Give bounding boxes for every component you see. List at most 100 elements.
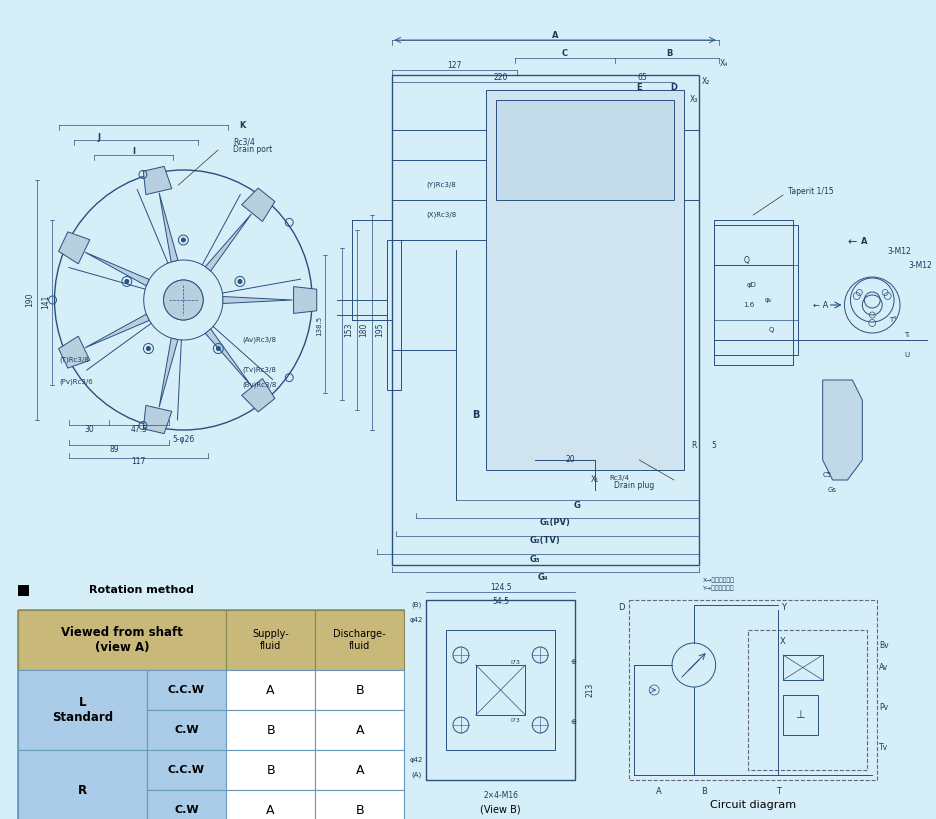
Text: C5: C5 bbox=[823, 472, 832, 478]
Bar bbox=[783, 695, 818, 735]
Text: φ42: φ42 bbox=[410, 757, 423, 763]
Text: φ42: φ42 bbox=[410, 617, 423, 623]
Text: Viewed from shaft
(view A): Viewed from shaft (view A) bbox=[61, 626, 183, 654]
Text: 180: 180 bbox=[359, 323, 368, 337]
Bar bbox=[475, 665, 525, 715]
Text: ⊥: ⊥ bbox=[795, 710, 805, 720]
Text: I: I bbox=[132, 147, 136, 156]
Bar bbox=[486, 90, 684, 470]
Polygon shape bbox=[85, 314, 149, 348]
Bar bbox=[783, 655, 823, 680]
Polygon shape bbox=[205, 214, 252, 271]
Text: φD: φD bbox=[746, 282, 756, 288]
Polygon shape bbox=[59, 336, 90, 368]
Text: D: D bbox=[618, 604, 624, 613]
Text: 20: 20 bbox=[565, 455, 575, 464]
Text: U: U bbox=[904, 352, 910, 358]
Circle shape bbox=[182, 238, 185, 242]
Text: 5-φ26: 5-φ26 bbox=[172, 436, 195, 445]
Bar bbox=[18, 610, 404, 819]
Polygon shape bbox=[143, 405, 172, 433]
Text: G₃: G₃ bbox=[530, 554, 540, 563]
Text: X₃: X₃ bbox=[690, 96, 698, 105]
Text: T³: T³ bbox=[888, 317, 896, 323]
Text: 124.5: 124.5 bbox=[490, 583, 511, 592]
Text: E: E bbox=[636, 84, 642, 93]
Text: R: R bbox=[691, 441, 696, 450]
Text: 127: 127 bbox=[446, 61, 461, 70]
Polygon shape bbox=[59, 232, 90, 264]
Bar bbox=[18, 670, 147, 750]
Circle shape bbox=[124, 279, 129, 283]
Text: (A): (A) bbox=[411, 771, 421, 778]
Text: ←: ← bbox=[848, 237, 857, 247]
Text: ← A: ← A bbox=[813, 301, 828, 310]
Bar bbox=[226, 750, 315, 790]
Bar bbox=[147, 750, 226, 790]
Text: B: B bbox=[356, 803, 364, 817]
Polygon shape bbox=[159, 192, 178, 262]
Text: Tv: Tv bbox=[879, 744, 888, 753]
Text: 3-M12: 3-M12 bbox=[887, 247, 911, 256]
Bar bbox=[315, 790, 404, 819]
Text: 220: 220 bbox=[493, 73, 507, 82]
Text: A: A bbox=[861, 238, 868, 247]
Bar bbox=[18, 750, 147, 819]
Text: A: A bbox=[267, 803, 275, 817]
Text: 47.5: 47.5 bbox=[130, 426, 147, 435]
Text: R: R bbox=[78, 784, 87, 797]
Text: ⊕: ⊕ bbox=[570, 659, 576, 665]
Text: G₁(PV): G₁(PV) bbox=[540, 518, 571, 527]
Text: Circuit diagram: Circuit diagram bbox=[710, 800, 797, 810]
Text: X₁: X₁ bbox=[591, 476, 599, 485]
Bar bbox=[387, 240, 402, 390]
Text: Rc3/4: Rc3/4 bbox=[609, 475, 629, 481]
Text: (Bv)Rc3/8: (Bv)Rc3/8 bbox=[242, 382, 277, 388]
Text: X₂: X₂ bbox=[702, 78, 709, 87]
Bar bbox=[226, 610, 315, 670]
Text: 153: 153 bbox=[344, 323, 354, 337]
Text: A: A bbox=[552, 30, 558, 39]
Text: A: A bbox=[356, 723, 364, 736]
Text: Rotation method: Rotation method bbox=[89, 585, 194, 595]
Text: A: A bbox=[267, 684, 275, 696]
Bar bbox=[315, 670, 404, 710]
Circle shape bbox=[146, 346, 151, 351]
Text: J: J bbox=[97, 133, 100, 142]
Text: C.W: C.W bbox=[174, 725, 198, 735]
Text: B: B bbox=[356, 684, 364, 696]
Text: G: G bbox=[574, 500, 580, 509]
Text: 54.5: 54.5 bbox=[492, 598, 509, 607]
Text: L
Standard: L Standard bbox=[51, 696, 113, 724]
Text: G₂(TV): G₂(TV) bbox=[530, 536, 561, 545]
Text: φ₀: φ₀ bbox=[765, 297, 772, 303]
Bar bbox=[147, 790, 226, 819]
Text: B: B bbox=[266, 763, 275, 776]
Circle shape bbox=[216, 346, 220, 351]
Circle shape bbox=[238, 279, 241, 283]
Polygon shape bbox=[159, 338, 178, 407]
Text: C.C.W: C.C.W bbox=[168, 685, 205, 695]
Bar bbox=[391, 75, 699, 565]
Bar bbox=[629, 600, 877, 780]
Text: 1.6: 1.6 bbox=[743, 302, 754, 308]
Text: 141: 141 bbox=[41, 295, 51, 310]
Bar bbox=[147, 670, 226, 710]
Text: D: D bbox=[670, 84, 678, 93]
Text: I73: I73 bbox=[510, 717, 520, 722]
Text: (Y)Rc3/8: (Y)Rc3/8 bbox=[426, 182, 456, 188]
Text: (Av)Rc3/8: (Av)Rc3/8 bbox=[242, 337, 277, 343]
Bar bbox=[749, 630, 868, 770]
Polygon shape bbox=[823, 380, 862, 480]
Text: 117: 117 bbox=[132, 458, 146, 467]
Bar bbox=[226, 790, 315, 819]
Polygon shape bbox=[294, 287, 316, 314]
Bar bbox=[315, 610, 404, 670]
Text: T: T bbox=[776, 788, 781, 797]
Text: (T)Rc3/8: (T)Rc3/8 bbox=[60, 357, 89, 364]
Text: Bv: Bv bbox=[879, 640, 889, 649]
Text: G₄: G₄ bbox=[538, 572, 548, 581]
Text: Supply-
fluid: Supply- fluid bbox=[252, 629, 289, 651]
Text: Taperit 1/15: Taperit 1/15 bbox=[788, 188, 834, 197]
Text: 5: 5 bbox=[711, 441, 716, 450]
